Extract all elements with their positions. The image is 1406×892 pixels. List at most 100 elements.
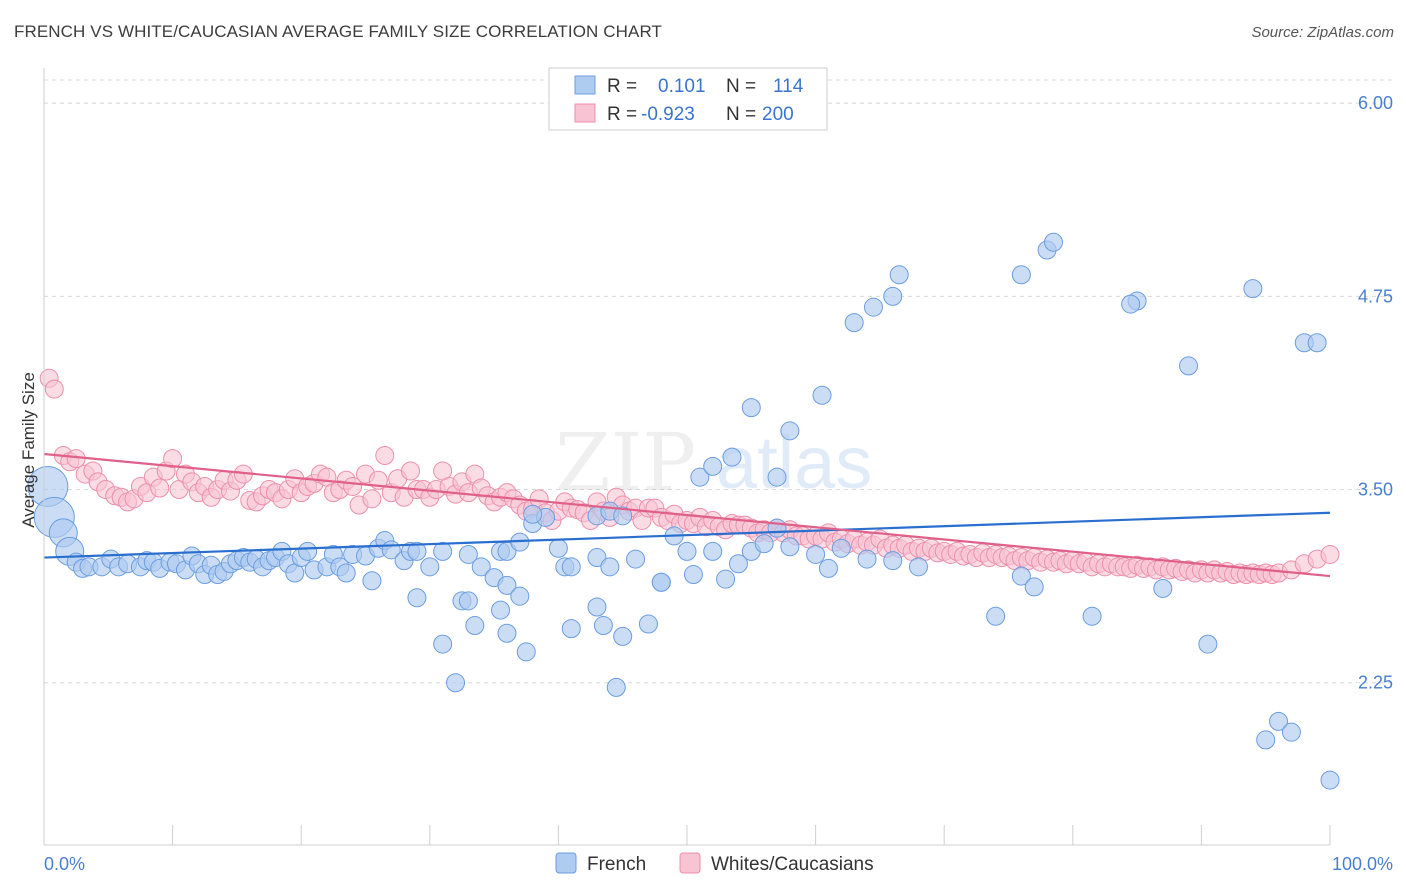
french-point (1024, 577, 1044, 597)
french-point (336, 563, 356, 583)
french-point (362, 571, 382, 591)
french-point (600, 557, 620, 577)
bottom-legend-white-swatch (679, 852, 701, 874)
axis-layer: 2.25 3.50 4.75 6.00 (43, 68, 1393, 846)
legend-white-n-value: 200 (762, 104, 794, 125)
french-point (754, 534, 774, 554)
french-point (683, 565, 703, 585)
french-point (1011, 265, 1031, 285)
bottom-legend-white-label: Whites/Caucasians (711, 854, 874, 875)
french-point (497, 623, 517, 643)
legend-white-r-value: -0.923 (641, 104, 695, 125)
french-point (767, 518, 787, 538)
french-point (1307, 333, 1327, 353)
french-point (986, 606, 1006, 626)
bottom-legend-french-swatch (555, 852, 577, 874)
french-point (863, 297, 883, 317)
french-trend-line (43, 511, 1331, 559)
french-point (510, 586, 530, 606)
french-point (458, 544, 478, 564)
watermark: ZIP atlas (555, 416, 872, 509)
x-tick-min: 0.0% (44, 854, 85, 874)
legend-french-r-value: 0.101 (658, 76, 706, 97)
french-point (831, 538, 851, 558)
trend-layer (43, 452, 1331, 578)
french-point (889, 265, 909, 285)
watermark-zip: ZIP (555, 416, 696, 509)
french-point (298, 541, 318, 561)
white-trend-line (43, 452, 1331, 578)
white-point (401, 461, 421, 481)
french-point (587, 548, 607, 568)
legend: R = 0.101 N = 114 R = -0.923 N = 200 (548, 67, 828, 131)
legend-french-n-value: 114 (773, 76, 804, 97)
french-point (1153, 578, 1173, 598)
french-point (651, 572, 671, 592)
legend-white-n-label: N = (726, 104, 756, 125)
french-point (407, 541, 427, 561)
source-label: Source: ZipAtlas.com (1251, 24, 1394, 41)
white-point (150, 478, 170, 498)
french-point (780, 537, 800, 557)
y-tick-label: 2.25 (1358, 673, 1393, 693)
chart-title: FRENCH VS WHITE/CAUCASIAN AVERAGE FAMILY… (14, 22, 662, 41)
french-point (1011, 566, 1031, 586)
french-point (703, 541, 723, 561)
french-point (497, 575, 517, 595)
french-point (1044, 232, 1064, 252)
french-point (548, 538, 568, 558)
french-point (407, 588, 427, 608)
french-point (1256, 730, 1276, 750)
french-point (561, 557, 581, 577)
legend-white-r-label: R = (607, 104, 637, 125)
french-point (722, 447, 742, 467)
white-point (375, 446, 395, 466)
french-point (593, 616, 613, 636)
french-point (458, 591, 478, 611)
legend-french-n-label: N = (726, 76, 756, 97)
french-point (767, 467, 787, 487)
french-point (606, 677, 626, 697)
french-point (465, 616, 485, 636)
french-point (613, 626, 633, 646)
french-point (677, 541, 697, 561)
french-point (883, 286, 903, 306)
french-point (638, 614, 658, 634)
french-point (626, 549, 646, 569)
french-point (446, 673, 466, 693)
french-point (1281, 722, 1301, 742)
french-point (908, 557, 928, 577)
french-point (613, 506, 633, 526)
legend-white-swatch (574, 103, 596, 123)
french-point (806, 544, 826, 564)
french-point (883, 551, 903, 571)
y-tick-label: 6.00 (1358, 93, 1393, 113)
french-point (1121, 294, 1141, 314)
french-point (561, 619, 581, 639)
white-point (163, 449, 183, 469)
french-point (741, 398, 761, 418)
french-point (690, 467, 710, 487)
white-point (1320, 544, 1340, 564)
french-point (716, 569, 736, 589)
x-tick-max: 100.0% (1332, 854, 1393, 874)
french-point (1198, 634, 1218, 654)
french-point (728, 554, 748, 574)
french-point (812, 385, 832, 405)
points-layer (27, 232, 1340, 790)
french-point (1082, 606, 1102, 626)
y-tick-label: 3.50 (1358, 480, 1393, 500)
french-point (491, 600, 511, 620)
french-point (1269, 711, 1289, 731)
french-point (1179, 356, 1199, 376)
y-axis-label: Average Family Size (19, 372, 38, 528)
bottom-legend-french-label: French (587, 854, 646, 875)
french-point (587, 597, 607, 617)
grid-layer (44, 79, 1393, 684)
french-point (844, 313, 864, 333)
white-point (44, 379, 64, 399)
white-point (362, 489, 382, 509)
legend-french-r-label: R = (607, 76, 637, 97)
french-point (523, 504, 543, 524)
